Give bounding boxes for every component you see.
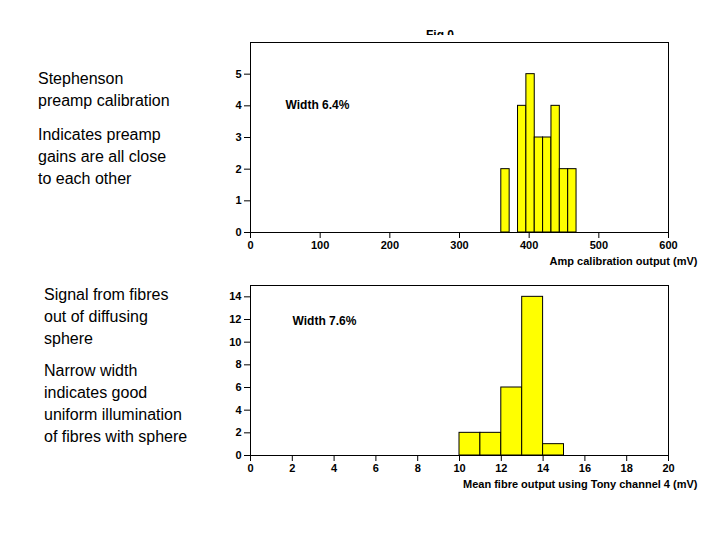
- svg-text:200: 200: [381, 239, 399, 251]
- svg-text:Width 7.6%: Width 7.6%: [293, 314, 357, 328]
- svg-text:1: 1: [235, 194, 241, 206]
- svg-text:2: 2: [235, 163, 241, 175]
- svg-text:18: 18: [621, 462, 633, 474]
- svg-text:Width 6.4%: Width 6.4%: [286, 98, 350, 112]
- svg-text:20: 20: [662, 462, 674, 474]
- svg-text:14: 14: [229, 290, 242, 302]
- svg-text:4: 4: [331, 462, 338, 474]
- svg-text:14: 14: [537, 462, 550, 474]
- svg-text:8: 8: [235, 358, 241, 370]
- html-text:Narrow width indicates good un: Narrow width indicates good uniform illu…: [44, 362, 188, 445]
- svg-text:8: 8: [415, 462, 421, 474]
- svg-text:6: 6: [235, 381, 241, 393]
- svg-text:500: 500: [590, 239, 608, 251]
- svg-text:12: 12: [229, 313, 241, 325]
- html-text:Fig 0: Fig 0: [426, 28, 454, 42]
- svg-text:4: 4: [235, 99, 242, 111]
- svg-text:100: 100: [311, 239, 329, 251]
- svg-text:Mean fibre output using Tony c: Mean fibre output using Tony channel 4 (…: [463, 478, 698, 490]
- svg-text:10: 10: [453, 462, 465, 474]
- svg-text:3: 3: [235, 131, 241, 143]
- svg-text:6: 6: [373, 462, 379, 474]
- svg-text:5: 5: [235, 68, 241, 80]
- svg-text:0: 0: [235, 449, 241, 461]
- svg-text:0: 0: [247, 239, 253, 251]
- html-text:Stephenson preamp calibration: Stephenson preamp calibration: [38, 70, 170, 109]
- svg-text:0: 0: [247, 462, 253, 474]
- svg-text:0: 0: [235, 226, 241, 238]
- svg-text:400: 400: [520, 239, 538, 251]
- svg-text:2: 2: [289, 462, 295, 474]
- svg-text:300: 300: [450, 239, 468, 251]
- svg-text:4: 4: [235, 404, 242, 416]
- svg-text:12: 12: [495, 462, 507, 474]
- svg-text:2: 2: [235, 426, 241, 438]
- svg-text:10: 10: [229, 336, 241, 348]
- html-text:Indicates preamp gains are all: Indicates preamp gains are all close to …: [38, 126, 167, 187]
- svg-text:600: 600: [659, 239, 677, 251]
- svg-text:16: 16: [579, 462, 591, 474]
- html-text:Signal from fibres out of diff: Signal from fibres out of diffusing sphe…: [44, 286, 169, 347]
- svg-text:Amp calibration output (mV): Amp calibration output (mV): [550, 255, 698, 267]
